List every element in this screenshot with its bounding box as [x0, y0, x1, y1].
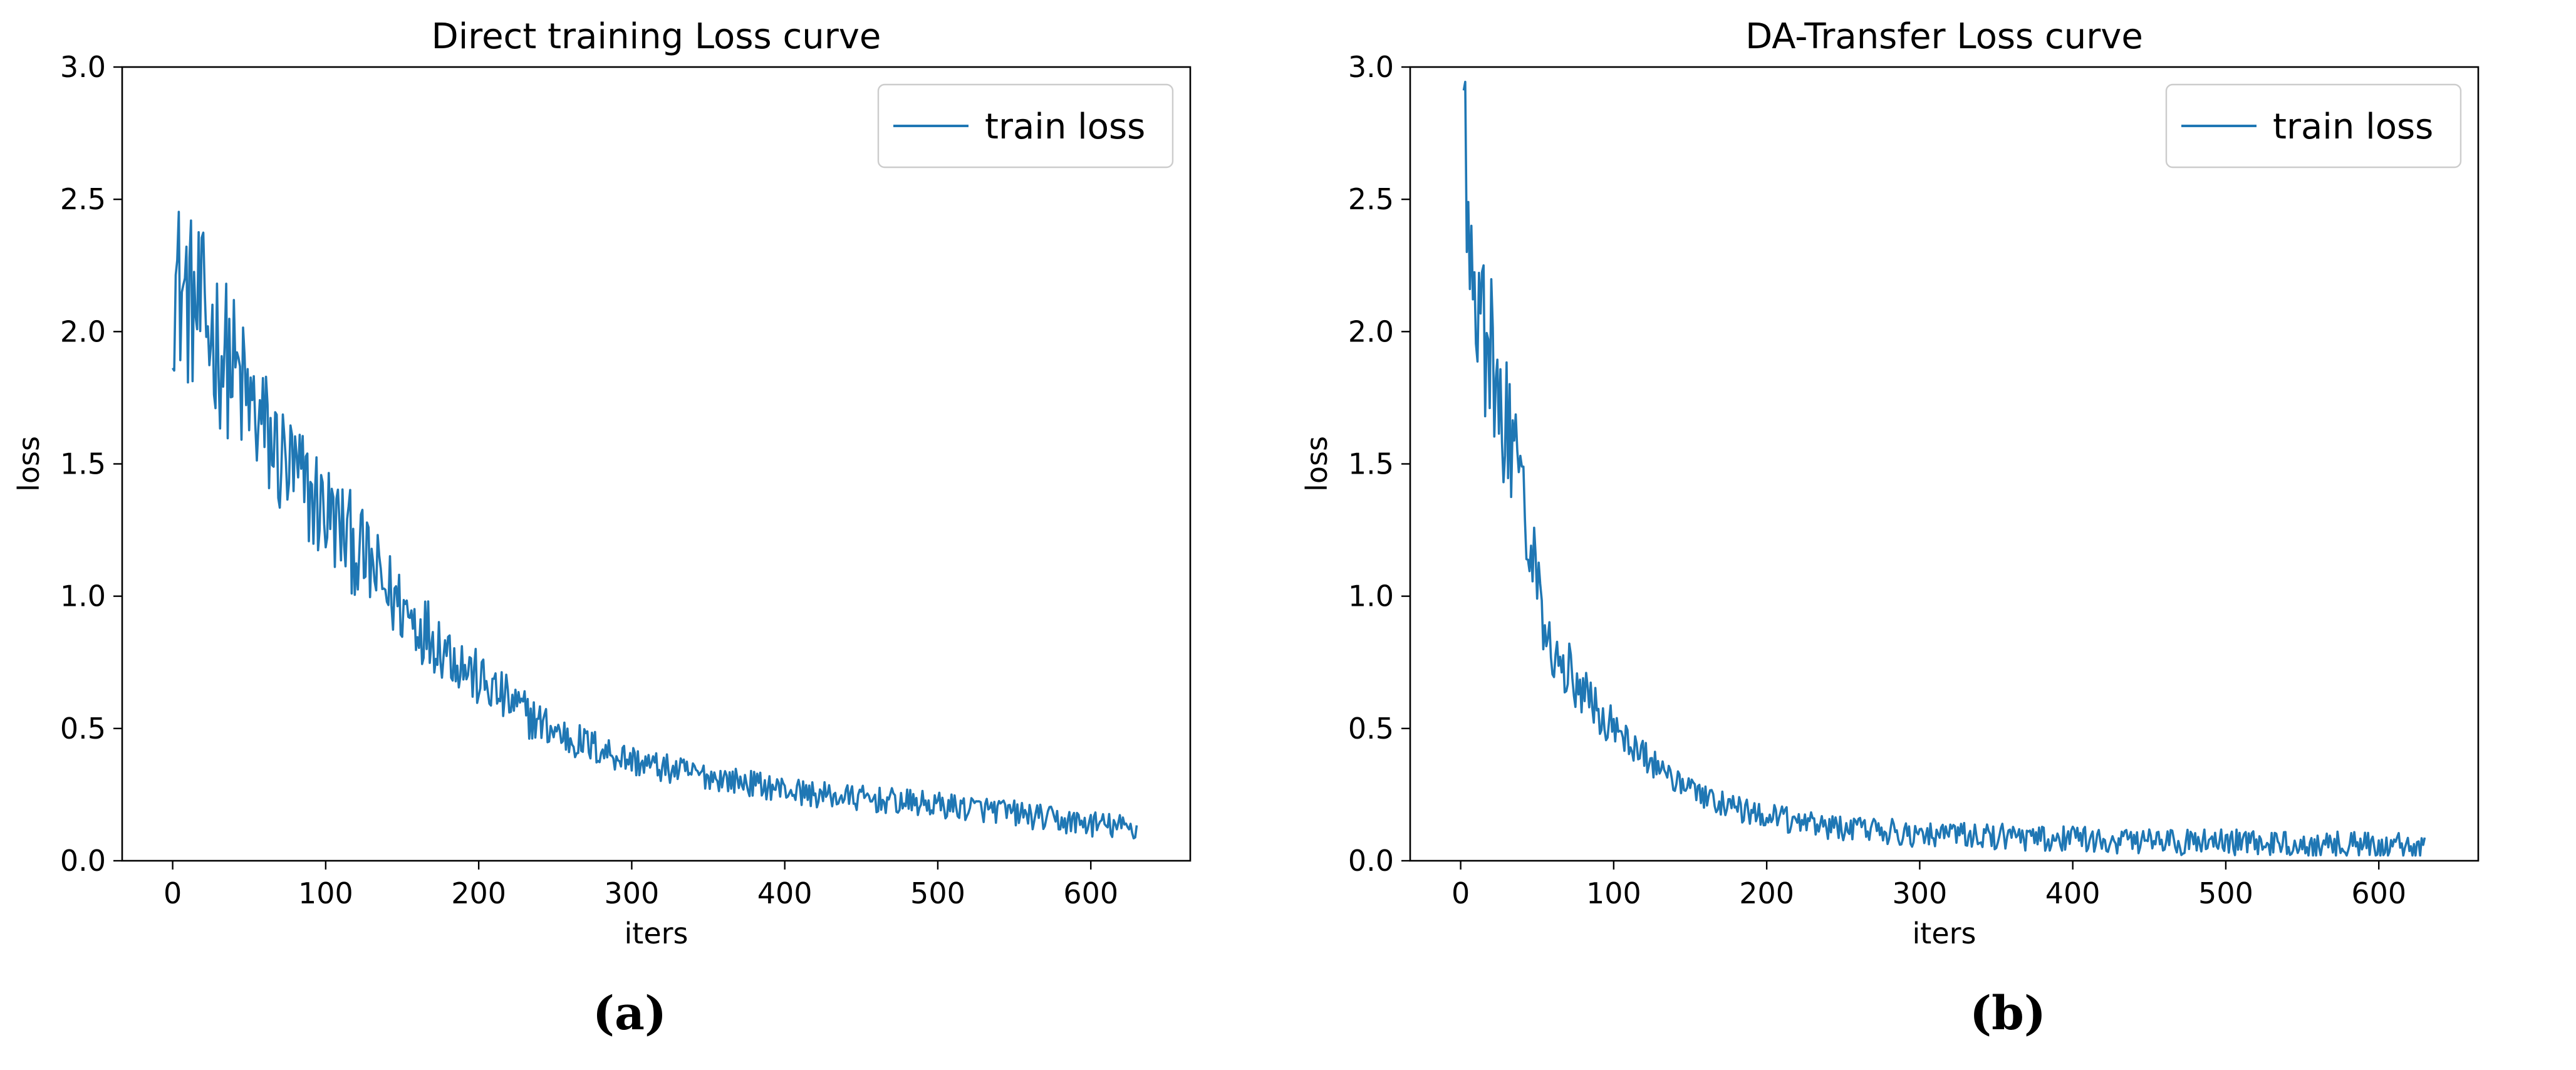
legend-label: train loss [985, 106, 1145, 147]
y-axis-label: loss [12, 436, 46, 492]
x-tick-label: 300 [1893, 876, 1948, 910]
y-tick-label: 0.5 [1348, 712, 1394, 745]
y-tick-label: 2.0 [1348, 314, 1394, 348]
y-tick-label: 0.0 [1348, 844, 1394, 878]
legend: train loss [877, 83, 1174, 169]
chart-title: Direct training Loss curve [432, 16, 881, 57]
x-tick-label: 0 [1452, 876, 1470, 910]
x-axis-label: iters [625, 917, 688, 950]
x-tick-label: 100 [1586, 876, 1641, 910]
y-tick-label: 3.0 [60, 50, 106, 84]
series-line-train-loss [1462, 80, 2426, 857]
x-tick-label: 200 [451, 876, 506, 910]
x-tick-label: 500 [910, 876, 965, 910]
chart-panel-a: Direct training Loss curve 0 100 200 300 400 5… [12, 16, 1192, 950]
x-tick-label: 600 [2351, 876, 2406, 910]
series-line-train-loss [172, 210, 1138, 839]
chart-panel-b: DA-Transfer Loss curve 0 100 200 300 400 500 60… [1300, 16, 2480, 950]
y-tick-label: 0.5 [60, 712, 106, 745]
y-tick-label: 2.5 [1348, 182, 1394, 216]
chart-title: DA-Transfer Loss curve [1745, 16, 2143, 57]
x-tick-label: 100 [298, 876, 353, 910]
x-tick-label: 400 [757, 876, 813, 910]
panel-caption-b: (b) [1970, 987, 2046, 1041]
y-tick-label: 2.5 [60, 182, 106, 216]
y-tick-label: 2.0 [60, 314, 106, 348]
y-tick-label: 1.5 [1348, 447, 1394, 481]
x-tick-label: 300 [605, 876, 660, 910]
x-tick-label: 0 [164, 876, 182, 910]
legend-label: train loss [2273, 106, 2433, 147]
x-axis-label: iters [1913, 917, 1976, 950]
y-axis-label: loss [1300, 436, 1334, 492]
x-tick-label: 600 [1063, 876, 1118, 910]
x-tick-label: 200 [1739, 876, 1794, 910]
y-tick-label: 1.0 [1348, 579, 1394, 613]
x-tick-label: 400 [2045, 876, 2101, 910]
y-tick-label: 0.0 [60, 844, 106, 878]
plot-frame [1409, 66, 2480, 862]
y-tick-label: 1.0 [60, 579, 106, 613]
y-tick-label: 3.0 [1348, 50, 1394, 84]
y-tick-label: 1.5 [60, 447, 106, 481]
x-tick-label: 500 [2198, 876, 2253, 910]
legend: train loss [2165, 83, 2462, 169]
panel-caption-a: (a) [593, 987, 667, 1041]
